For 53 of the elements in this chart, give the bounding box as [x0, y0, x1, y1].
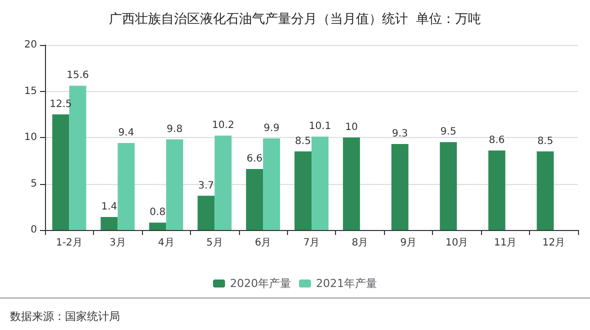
x-tick-label: 4月 — [158, 238, 174, 248]
x-tick-label: 12月 — [542, 238, 566, 248]
x-tick-label: 3月 — [109, 238, 126, 248]
x-tick-label: 8月 — [352, 238, 368, 248]
y-tick-label: 20 — [24, 40, 37, 50]
bar — [312, 136, 328, 230]
data-label: 3.7 — [198, 180, 214, 192]
data-label: 8.5 — [295, 136, 311, 147]
data-label: 8.5 — [537, 136, 554, 147]
y-tick-label: 5 — [30, 178, 37, 190]
data-label: 6.6 — [246, 153, 262, 164]
data-label: 8.6 — [488, 134, 505, 146]
x-tick-label: 7月 — [303, 238, 320, 248]
x-tick-label: 1-2月 — [56, 238, 82, 248]
x-tick-label: 11月 — [494, 238, 517, 248]
data-label: 10.2 — [212, 120, 234, 132]
bar — [198, 196, 215, 230]
x-tick-label: 9月 — [400, 238, 417, 248]
bar — [214, 136, 232, 230]
x-tick-label: 6月 — [254, 238, 272, 248]
data-label: 9.5 — [440, 126, 456, 138]
source-note: 数据来源：国家统计局 — [10, 310, 120, 323]
legend-label: 2021年产量 — [316, 277, 377, 290]
y-tick-label: 15 — [24, 86, 37, 97]
data-label: 9.9 — [264, 122, 280, 134]
chart-title: 广西壮族自治区液化石油气产量分月（当月值）统计 单位：万吨 — [108, 12, 482, 27]
legend-label: 2020年产量 — [230, 277, 292, 290]
data-label: 10 — [345, 122, 358, 133]
bar — [52, 114, 70, 230]
y-tick-label: 0 — [30, 224, 37, 236]
bar — [100, 217, 118, 230]
data-label: 0.8 — [150, 207, 166, 218]
data-label: 9.8 — [166, 124, 183, 135]
bar — [166, 139, 184, 230]
bar — [69, 86, 86, 230]
bar — [246, 168, 264, 230]
bar — [342, 138, 360, 230]
data-label: 10.1 — [308, 121, 332, 132]
data-label: 9.4 — [118, 128, 134, 139]
bar — [536, 151, 554, 230]
bar — [263, 138, 280, 230]
data-label: 1.4 — [101, 202, 118, 213]
bar — [440, 142, 457, 230]
x-tick-label: 10月 — [445, 238, 468, 248]
bar — [118, 143, 135, 230]
bar — [488, 150, 506, 230]
bar — [294, 151, 312, 230]
data-label: 15.6 — [66, 70, 89, 82]
x-tick-label: 5月 — [206, 238, 223, 248]
bar — [391, 144, 408, 230]
data-label: 9.3 — [392, 128, 408, 140]
bar — [149, 222, 166, 230]
y-tick-label: 10 — [24, 132, 37, 143]
